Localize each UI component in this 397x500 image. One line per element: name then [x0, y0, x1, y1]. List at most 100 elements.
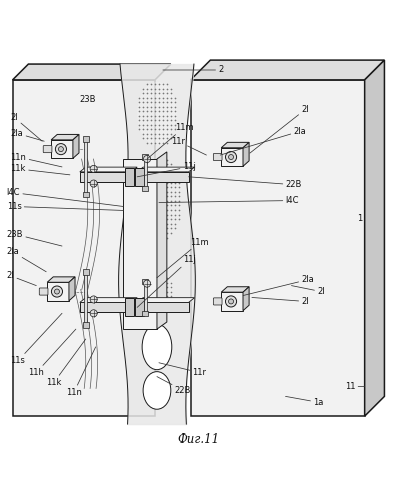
Point: [152, 85, 158, 93]
Point: [136, 98, 143, 106]
Point: [172, 103, 178, 111]
Ellipse shape: [143, 372, 171, 409]
Text: 2l: 2l: [11, 113, 42, 141]
Point: [148, 178, 154, 186]
Point: [160, 94, 166, 102]
Point: [168, 183, 174, 191]
Text: 2lа: 2lа: [220, 127, 306, 155]
Bar: [83, 136, 89, 142]
Point: [144, 90, 150, 98]
Point: [160, 229, 166, 237]
Point: [132, 215, 139, 223]
Point: [164, 284, 170, 292]
Point: [148, 156, 154, 164]
Point: [160, 103, 166, 111]
Point: [148, 274, 154, 282]
Point: [136, 202, 143, 209]
Bar: [137, 302, 189, 312]
Circle shape: [90, 180, 97, 187]
Point: [132, 183, 139, 191]
Point: [144, 80, 150, 88]
Point: [172, 215, 178, 223]
Point: [168, 192, 174, 200]
Point: [140, 197, 146, 205]
Point: [175, 197, 182, 205]
Point: [160, 174, 166, 182]
Point: [156, 156, 162, 164]
Point: [175, 188, 182, 196]
Point: [148, 229, 154, 237]
Point: [160, 224, 166, 232]
Point: [136, 170, 143, 177]
Polygon shape: [221, 286, 249, 292]
Point: [144, 156, 150, 164]
Point: [136, 220, 143, 228]
Point: [164, 103, 170, 111]
Point: [144, 206, 150, 214]
Ellipse shape: [142, 324, 172, 370]
Point: [152, 183, 158, 191]
Text: l4C: l4C: [159, 196, 299, 205]
Text: Фиг.11: Фиг.11: [177, 432, 220, 446]
Polygon shape: [13, 64, 171, 80]
Point: [144, 220, 150, 228]
Bar: [13, 80, 155, 416]
Point: [140, 120, 146, 128]
Point: [164, 220, 170, 228]
Point: [144, 138, 150, 146]
Circle shape: [143, 156, 150, 162]
Point: [156, 170, 162, 177]
Point: [148, 98, 154, 106]
Point: [156, 165, 162, 173]
Point: [172, 174, 178, 182]
Point: [172, 165, 178, 173]
Text: 2l: 2l: [250, 105, 309, 153]
Point: [148, 279, 154, 287]
Point: [164, 174, 170, 182]
Bar: [80, 172, 131, 182]
Point: [175, 178, 182, 186]
Point: [140, 224, 146, 232]
Point: [140, 112, 146, 120]
Point: [164, 108, 170, 116]
Bar: [142, 154, 148, 160]
Point: [164, 170, 170, 177]
Text: 11j: 11j: [137, 256, 196, 308]
Point: [152, 215, 158, 223]
Point: [132, 202, 139, 209]
Point: [144, 120, 150, 128]
Point: [168, 202, 174, 209]
Polygon shape: [137, 167, 195, 172]
Point: [164, 85, 170, 93]
Point: [148, 197, 154, 205]
Point: [144, 85, 150, 93]
Circle shape: [229, 299, 233, 304]
Point: [152, 138, 158, 146]
Point: [168, 284, 174, 292]
Bar: [135, 168, 144, 186]
Point: [140, 188, 146, 196]
Point: [140, 215, 146, 223]
Point: [144, 183, 150, 191]
Point: [148, 134, 154, 142]
Point: [152, 178, 158, 186]
Point: [144, 197, 150, 205]
Point: [160, 112, 166, 120]
Point: [148, 112, 154, 120]
FancyBboxPatch shape: [213, 154, 222, 160]
Point: [156, 206, 162, 214]
Point: [144, 160, 150, 168]
Point: [172, 183, 178, 191]
Point: [140, 210, 146, 218]
Bar: [221, 292, 243, 310]
Point: [156, 297, 162, 305]
Point: [160, 202, 166, 209]
Point: [160, 183, 166, 191]
Point: [152, 297, 158, 305]
Bar: [135, 298, 144, 316]
Point: [160, 220, 166, 228]
Point: [156, 215, 162, 223]
Point: [152, 274, 158, 282]
Point: [172, 178, 178, 186]
Point: [136, 165, 143, 173]
